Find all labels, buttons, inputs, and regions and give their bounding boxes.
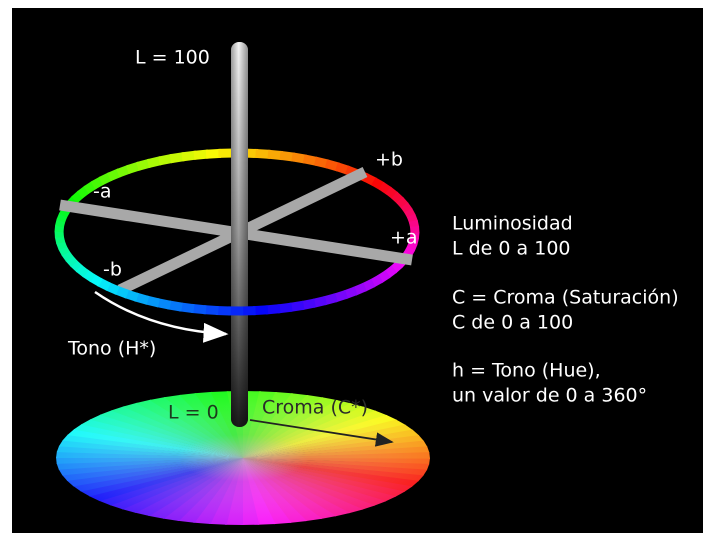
ring-segment bbox=[144, 295, 161, 308]
ring-segment bbox=[400, 202, 413, 214]
ring-segment bbox=[404, 208, 416, 219]
l0-label: L = 0 bbox=[168, 402, 219, 424]
plus-b-label: +b bbox=[375, 149, 403, 171]
color-disc bbox=[56, 391, 430, 525]
legend-line: h = Tono (Hue), bbox=[452, 360, 601, 382]
ring-segment bbox=[54, 235, 66, 244]
ring-segment bbox=[335, 162, 350, 175]
ring-segment bbox=[167, 300, 183, 312]
ring-segment bbox=[371, 177, 385, 191]
ring-segment bbox=[391, 191, 404, 205]
l100-label: L = 100 bbox=[135, 47, 210, 69]
ring-segment bbox=[363, 173, 377, 187]
ring-segment bbox=[203, 305, 219, 316]
legend-line: Luminosidad bbox=[452, 213, 573, 235]
legend-line: un valor de 0 a 360° bbox=[452, 385, 647, 407]
minus-a-label: -a bbox=[93, 181, 112, 203]
ring-segment bbox=[255, 148, 271, 159]
ring-segment bbox=[134, 292, 150, 305]
ring-segment bbox=[406, 213, 418, 224]
ring-segment bbox=[313, 156, 330, 169]
ring-segment bbox=[396, 196, 409, 210]
legend-line: C de 0 a 100 bbox=[452, 312, 573, 334]
ring-segment bbox=[56, 240, 68, 251]
ring-segment bbox=[61, 250, 74, 262]
lightness-bar-shade bbox=[231, 42, 248, 427]
ring-segment bbox=[82, 269, 96, 283]
ring-segment bbox=[385, 186, 399, 200]
ring-segment bbox=[89, 273, 103, 287]
ring-segment bbox=[191, 303, 207, 315]
ring-segment bbox=[114, 285, 130, 299]
ring-segment bbox=[291, 152, 307, 164]
ring-segment bbox=[124, 289, 139, 302]
croma-arrow bbox=[249, 419, 394, 447]
ring-segment bbox=[324, 159, 340, 172]
ring-segment bbox=[65, 254, 78, 268]
ring-segment bbox=[97, 277, 111, 291]
ring-segment bbox=[155, 298, 172, 310]
ring-segment bbox=[105, 281, 120, 295]
ring-segment bbox=[267, 149, 283, 161]
legend-line: C = Croma (Saturación) bbox=[452, 287, 679, 309]
ring-segment bbox=[75, 264, 89, 278]
ring-segment bbox=[279, 150, 295, 162]
tono-label: Tono (H*) bbox=[67, 338, 156, 360]
legend-line: L de 0 a 100 bbox=[452, 238, 571, 260]
disc-center bbox=[56, 391, 430, 525]
hue-ring-front bbox=[75, 264, 391, 316]
ring-segment bbox=[215, 305, 231, 316]
ring-segment bbox=[408, 220, 420, 229]
croma-label: Croma (C*) bbox=[262, 397, 368, 419]
ring-segment bbox=[302, 154, 319, 166]
ring-segment bbox=[179, 302, 195, 314]
ring-segment bbox=[378, 181, 392, 195]
minus-b-label: -b bbox=[103, 259, 122, 281]
tono-arrow bbox=[94, 290, 229, 343]
ring-segment bbox=[58, 245, 70, 256]
plus-a-label: +a bbox=[390, 227, 418, 249]
